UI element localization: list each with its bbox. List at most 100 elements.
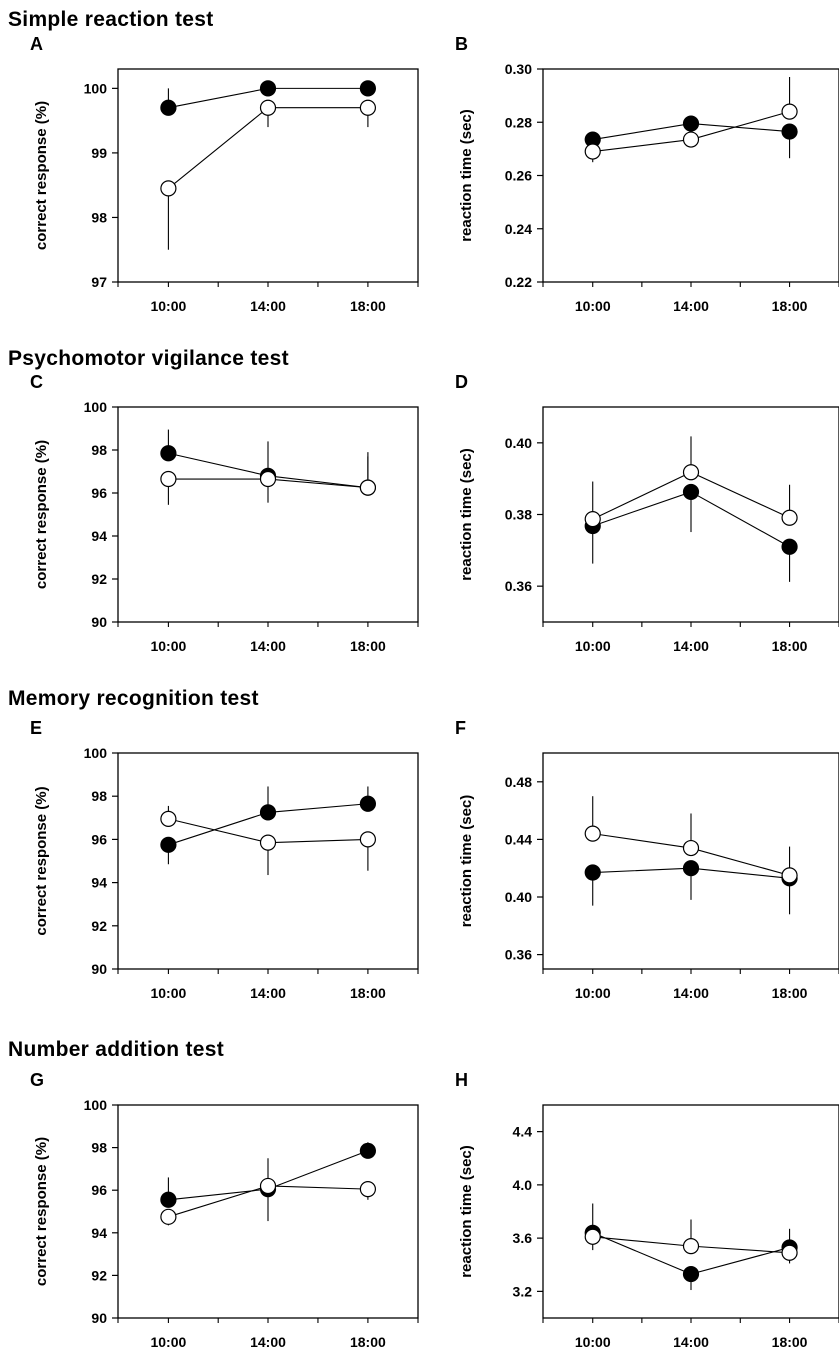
data-point-filled-e [259, 804, 277, 821]
data-point-filled-b [682, 115, 700, 132]
y-axis-label-h: reaction time (sec) [458, 1145, 475, 1278]
section-psychomotor-vigilance: Psychomotor vigilance test [8, 347, 289, 370]
data-point-filled-g [160, 1191, 177, 1208]
section-title-memory-recognition: Memory recognition test [8, 687, 259, 710]
data-point-open-f [781, 867, 798, 884]
x-tick-label-c: 14:00 [250, 638, 286, 654]
series-open-b [584, 76, 798, 163]
data-point-open-b [781, 103, 798, 120]
y-tick-label-b: 0.26 [505, 168, 532, 184]
series-filled-b [584, 115, 798, 159]
x-tick-label-b: 18:00 [772, 298, 808, 314]
panel-b: B 0.22 0.24 0.26 0.28 0.30 10:00 14:00 18:00 reac… [455, 34, 839, 314]
panel-letter-d: D [455, 372, 468, 392]
y-tick-label-e: 94 [91, 875, 107, 891]
data-point-open-c [259, 470, 277, 488]
y-tick-label-c: 100 [84, 399, 108, 415]
series-open-d [584, 436, 798, 528]
section-number-addition: Number addition test [8, 1038, 224, 1061]
y-tick-label-d: 0.40 [505, 435, 532, 451]
y-tick-label-e: 92 [91, 918, 107, 934]
panel-c: C 90 92 94 96 98 100 10:00 14:00 18:00 correct res… [30, 372, 419, 654]
data-point-open-g [259, 1177, 277, 1195]
panel-letter-h: H [455, 1070, 468, 1090]
data-point-open-h [781, 1244, 798, 1261]
series-open-g [160, 1158, 376, 1226]
data-point-filled-f [584, 864, 601, 881]
data-point-open-e [359, 831, 376, 848]
y-tick-label-a: 97 [91, 274, 107, 290]
y-tick-label-b: 0.28 [505, 114, 532, 130]
x-tick-label-b: 14:00 [673, 298, 709, 314]
x-tick-label-h: 18:00 [772, 1334, 808, 1350]
y-tick-label-e: 100 [84, 745, 108, 761]
x-tick-label-c: 18:00 [350, 638, 386, 654]
series-filled-a [160, 80, 376, 116]
data-point-filled-e [160, 836, 177, 853]
y-tick-label-c: 94 [91, 528, 107, 544]
data-point-filled-b [781, 123, 798, 140]
y-tick-label-g: 92 [91, 1267, 107, 1283]
y-tick-label-a: 99 [91, 145, 107, 161]
y-axis-label-g: correct response (%) [33, 1137, 50, 1286]
y-tick-label-b: 0.22 [505, 274, 532, 290]
y-axis-label-b: reaction time (sec) [458, 109, 475, 242]
data-point-open-d [781, 509, 798, 526]
y-axis-label-a: correct response (%) [33, 101, 50, 250]
series-open-c [160, 456, 376, 505]
data-point-filled-h [682, 1265, 700, 1283]
y-tick-label-g: 94 [91, 1225, 107, 1241]
data-point-filled-d [682, 483, 700, 501]
data-point-filled-a [359, 80, 376, 97]
panel-e: E 90 92 94 96 98 100 10:00 14:00 18:00 correct res… [30, 718, 419, 1001]
x-tick-label-b: 10:00 [575, 298, 611, 314]
data-point-open-a [160, 180, 177, 197]
x-tick-label-d: 14:00 [673, 638, 709, 654]
data-point-filled-e [359, 795, 376, 812]
data-point-open-a [359, 99, 376, 116]
panel-a: A 97 98 99 100 10:00 14:00 18:00 correct respons… [30, 34, 419, 314]
section-title-psychomotor-vigilance: Psychomotor vigilance test [8, 347, 289, 370]
data-point-filled-a [160, 99, 177, 116]
data-point-open-a [259, 99, 277, 116]
data-point-filled-g [359, 1142, 376, 1159]
y-axis-label-c: correct response (%) [33, 440, 50, 589]
x-tick-label-d: 18:00 [772, 638, 808, 654]
y-tick-label-b: 0.30 [505, 61, 532, 77]
panel-letter-e: E [30, 718, 42, 738]
y-tick-label-h: 4.0 [513, 1177, 533, 1193]
data-point-open-e [259, 834, 277, 851]
data-point-open-h [584, 1228, 601, 1245]
x-tick-label-e: 10:00 [150, 985, 186, 1001]
data-point-open-b [584, 143, 601, 160]
panel-letter-f: F [455, 718, 466, 738]
x-tick-label-d: 10:00 [575, 638, 611, 654]
y-tick-label-d: 0.36 [505, 578, 532, 594]
y-tick-label-c: 92 [91, 571, 107, 587]
y-tick-label-e: 98 [91, 788, 107, 804]
panel-letter-g: G [30, 1070, 44, 1090]
y-tick-label-g: 90 [91, 1310, 107, 1326]
y-axis-label-e: correct response (%) [33, 786, 50, 935]
y-tick-label-h: 3.2 [513, 1283, 533, 1299]
data-point-open-d [682, 464, 700, 481]
y-tick-label-c: 90 [91, 614, 107, 630]
section-title-simple-reaction: Simple reaction test [8, 8, 214, 31]
data-point-open-g [359, 1181, 376, 1198]
series-open-h [584, 1219, 798, 1264]
data-point-open-h [682, 1238, 700, 1255]
x-tick-label-a: 10:00 [150, 298, 186, 314]
panel-g: G 90 92 94 96 98 100 10:00 14:00 18:00 correct res… [30, 1070, 419, 1350]
y-tick-label-b: 0.24 [505, 221, 532, 237]
y-tick-label-g: 96 [91, 1182, 107, 1198]
data-point-open-e [160, 810, 177, 827]
section-title-number-addition: Number addition test [8, 1038, 224, 1061]
section-memory-recognition: Memory recognition test [8, 687, 259, 710]
y-tick-label-h: 3.6 [513, 1230, 533, 1246]
x-tick-label-f: 18:00 [772, 985, 808, 1001]
panel-letter-c: C [30, 372, 43, 392]
series-open-a [160, 99, 376, 250]
x-tick-label-h: 14:00 [673, 1334, 709, 1350]
y-axis-label-d: reaction time (sec) [458, 448, 475, 581]
panel-h: H 3.2 3.6 4.0 4.4 10:00 14:00 18:00 reaction tim… [455, 1070, 839, 1350]
